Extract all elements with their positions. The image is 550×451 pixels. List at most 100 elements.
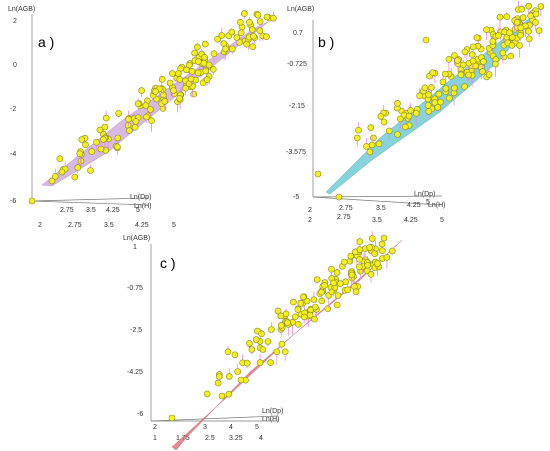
- panel-c-data-point: [256, 359, 264, 366]
- panel-c-data-point: [355, 263, 363, 271]
- panel-c-data-point: [224, 348, 232, 356]
- panel-a-data-point: [190, 90, 197, 98]
- panel-c-data-point: [303, 297, 311, 305]
- panel-b-data-point: [314, 170, 322, 178]
- panel-b-data-point: [422, 36, 430, 44]
- panel-c-data-point: [237, 376, 245, 384]
- panel-b-data-point: [421, 84, 429, 92]
- panel-c-data-point: [324, 305, 332, 313]
- panel-c-data-point: [371, 250, 379, 257]
- panel-a-data-point: [263, 33, 270, 41]
- panel-c-data-point: [368, 235, 376, 242]
- panel-a-data-point: [138, 87, 145, 94]
- panel-c-xtick: 2.5: [205, 435, 215, 442]
- panel-b-data-point: [483, 26, 490, 34]
- panel-c-data-point: [267, 359, 274, 366]
- panel-b-xtick: 2.75: [337, 214, 351, 221]
- panel-a-ztick: -6: [10, 198, 16, 205]
- panel-a-data-point: [202, 67, 210, 75]
- panel-b-x-axis: [312, 195, 443, 198]
- panel-c-data-point: [278, 340, 286, 348]
- panel-c-data-point: [344, 286, 352, 294]
- panel-b-data-point: [401, 123, 409, 131]
- panel-c-data-point: [366, 244, 373, 251]
- panel-c-data-point: [336, 280, 344, 287]
- panel-c-data-point: [306, 311, 314, 319]
- panel-b-data-point: [434, 104, 442, 111]
- panel-b-data-point: [508, 33, 516, 41]
- panel-a-data-point: [93, 138, 100, 146]
- panel-c-data-point: [234, 368, 241, 375]
- panel-a-y-axis: [31, 200, 149, 206]
- panel-b-data-point: [473, 34, 481, 42]
- panel-c-data-point: [328, 265, 335, 273]
- panel-a-data-point: [71, 173, 79, 181]
- panel-b-data-point: [527, 12, 534, 20]
- panel-a-data-point: [114, 143, 121, 151]
- panel-b-data-point: [394, 100, 401, 107]
- panel-b-data-point: [496, 13, 504, 21]
- panel-c-data-point: [313, 276, 321, 283]
- panel-b-data-point: [451, 52, 458, 59]
- panel-a-data-point: [187, 75, 195, 83]
- panel-c-data-point: [277, 321, 285, 329]
- panel-c-data-point: [231, 351, 239, 359]
- panel-c-data-point: [340, 258, 348, 266]
- panel-b-data-point: [489, 38, 497, 45]
- panel-b-data-point: [480, 58, 487, 65]
- panel-b-data-point: [451, 84, 458, 92]
- panel-c-data-point: [356, 246, 364, 253]
- panel-c-ztick: -4.25: [127, 369, 143, 376]
- panel-a-data-point: [96, 126, 104, 134]
- panel-b-data-point: [492, 60, 499, 68]
- panel-b-data-point: [405, 112, 413, 120]
- panel-b-data-point: [442, 85, 450, 92]
- panel-b-data-point: [499, 49, 507, 57]
- panel-a-ztick: -4: [10, 151, 16, 158]
- panel-a-data-point: [191, 49, 198, 57]
- panel-c-data-point: [383, 253, 391, 261]
- panel-b-ztick: -0.725: [287, 61, 307, 68]
- panel-b-zlabel: Ln(AGB): [287, 6, 314, 13]
- panel-b-xtick: 4.25: [404, 217, 418, 224]
- panel-b-data-point: [425, 108, 433, 115]
- panel-a-data-point: [97, 145, 105, 153]
- panel-b-data-point: [394, 131, 401, 138]
- panel-b-xtick: 5: [440, 217, 444, 224]
- panel-a-ytick: 2.75: [60, 207, 74, 214]
- panel-c-ztick: -6: [137, 411, 143, 418]
- panel-c-data-point: [311, 303, 319, 311]
- panel-c: c ) Ln(AGB) Ln(Dp) Ln(H) 1 -0.75 -2.5 -4…: [123, 231, 403, 451]
- panel-a-data-point: [175, 70, 182, 77]
- panel-a-data-point: [194, 43, 201, 51]
- panel-a-xtick: 2.75: [68, 222, 82, 229]
- panel-b-xlabel: Ln(Dp): [414, 191, 435, 198]
- panel-c-data-point: [352, 288, 360, 296]
- panel-b-data-point: [525, 2, 533, 10]
- panel-b-data-point: [494, 32, 502, 39]
- panel-c-ylabel: Ln(H): [262, 416, 280, 423]
- panel-b-label: b ): [318, 34, 334, 50]
- panel-a-data-point: [248, 26, 256, 33]
- panel-b-data-point: [424, 102, 432, 109]
- panel-c-data-point: [290, 298, 297, 306]
- panel-c-ztick: -0.75: [127, 285, 143, 292]
- panel-a-data-point: [270, 14, 277, 22]
- panel-a-data-point: [182, 84, 189, 92]
- panel-a-data-point: [176, 76, 184, 83]
- panel-a-data-point: [102, 114, 110, 122]
- panel-a-data-point: [147, 106, 154, 113]
- panel-b-data-point: [506, 29, 513, 37]
- panel-b-data-point: [454, 57, 461, 64]
- panel-b-data-point: [479, 68, 486, 75]
- panel-c-ytick: 3: [203, 424, 207, 431]
- panel-b-data-point: [508, 42, 516, 49]
- panel-b-data-point: [537, 3, 545, 10]
- panel-a-xtick: 4.25: [135, 222, 149, 229]
- panel-c-data-point: [214, 379, 222, 387]
- panel-c-data-point: [380, 234, 388, 242]
- panel-a-data-point: [256, 27, 264, 35]
- panel-a-data-point: [256, 18, 264, 25]
- panel-b-data-point: [513, 19, 521, 26]
- panel-c-data-point: [259, 346, 267, 353]
